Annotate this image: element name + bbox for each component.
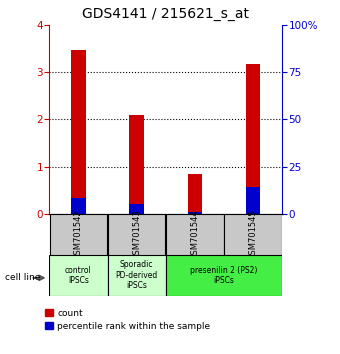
- Text: GSM701544: GSM701544: [190, 209, 199, 260]
- Bar: [129, 115, 144, 214]
- Text: control
IPSCs: control IPSCs: [65, 266, 92, 285]
- Bar: [71, 50, 86, 214]
- Text: GSM701543: GSM701543: [132, 209, 141, 260]
- Text: presenilin 2 (PS2)
iPSCs: presenilin 2 (PS2) iPSCs: [190, 266, 258, 285]
- Bar: [50, 214, 107, 255]
- Bar: [246, 64, 260, 214]
- Text: Sporadic
PD-derived
iPSCs: Sporadic PD-derived iPSCs: [116, 260, 158, 290]
- Bar: [108, 214, 166, 255]
- Bar: [49, 255, 107, 296]
- Text: GSM701545: GSM701545: [249, 209, 258, 260]
- Bar: [107, 255, 166, 296]
- Title: GDS4141 / 215621_s_at: GDS4141 / 215621_s_at: [82, 7, 249, 21]
- Bar: [224, 214, 282, 255]
- Legend: count, percentile rank within the sample: count, percentile rank within the sample: [45, 309, 210, 331]
- Bar: [71, 198, 86, 214]
- Bar: [129, 204, 144, 214]
- Bar: [166, 214, 224, 255]
- Text: GSM701542: GSM701542: [74, 209, 83, 260]
- Bar: [166, 255, 282, 296]
- Bar: [188, 174, 202, 214]
- Bar: [188, 212, 202, 214]
- Text: cell line: cell line: [5, 273, 40, 282]
- Bar: [246, 187, 260, 214]
